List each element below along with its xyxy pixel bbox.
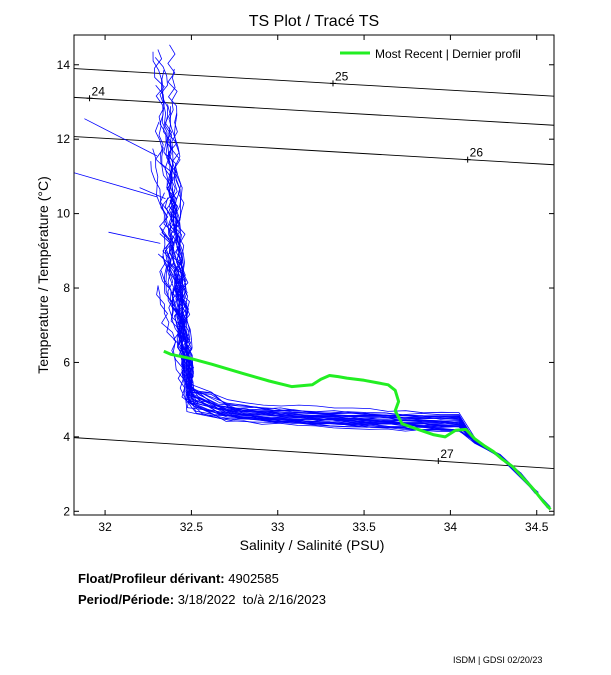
period-to: to/à	[242, 592, 265, 607]
historical-profile	[171, 287, 522, 475]
historical-profile	[160, 228, 537, 494]
period-label: Period/Période:	[78, 592, 175, 607]
plot-frame	[73, 34, 555, 516]
x-tick-label: 32.5	[180, 520, 204, 534]
y-tick-label: 4	[63, 430, 70, 444]
historical-profile	[164, 249, 536, 493]
historical-profile	[168, 106, 538, 494]
x-tick-label: 32	[98, 520, 112, 534]
density-label-marker	[435, 458, 442, 465]
density-label: 27	[440, 447, 454, 461]
float-id: 4902585	[228, 571, 279, 586]
chart-title: TS Plot / Tracé TS	[249, 13, 379, 30]
historical-profile	[161, 232, 536, 493]
density-label: 25	[335, 69, 349, 83]
most-recent-profile	[163, 349, 552, 511]
density-contours	[74, 68, 554, 470]
historical-profile	[159, 233, 548, 509]
float-info: Float/Profileur dérivant: 4902585	[78, 571, 279, 586]
y-tick-label: 2	[63, 504, 70, 518]
historical-profile	[152, 51, 536, 494]
density-label-marker	[464, 156, 471, 163]
historical-profile	[84, 118, 158, 157]
footer-credit: ISDM | GDSI 02/20/23	[453, 655, 543, 665]
density-contour-25	[74, 68, 554, 97]
y-tick-label: 14	[57, 58, 71, 72]
historical-profile	[159, 262, 521, 474]
historical-profile	[160, 270, 519, 474]
historical-profile	[159, 192, 537, 493]
x-tick-label: 33.5	[352, 520, 376, 534]
y-tick-label: 6	[63, 355, 70, 369]
y-tick-label: 10	[57, 207, 71, 221]
density-label-marker	[86, 95, 93, 102]
historical-profile	[172, 278, 550, 508]
historical-profile	[152, 148, 539, 493]
legend-entry-recent: Most Recent | Dernier profil	[375, 47, 521, 61]
historical-profile	[157, 285, 549, 509]
x-tick-label: 34.5	[525, 520, 549, 534]
x-tick-label: 33	[271, 520, 285, 534]
float-label: Float/Profileur dérivant:	[78, 571, 225, 586]
historical-profile	[74, 172, 158, 198]
x-axis-label: Salinity / Salinité (PSU)	[240, 537, 385, 553]
legend: Most Recent | Dernier profil	[340, 47, 521, 61]
period-end: 2/16/2023	[268, 592, 326, 607]
historical-profiles	[74, 44, 551, 509]
density-label-marker	[329, 80, 336, 87]
most-recent-profile-line	[163, 349, 552, 511]
y-tick-label: 8	[63, 281, 70, 295]
historical-profile	[154, 57, 499, 456]
historical-profile	[161, 147, 548, 508]
y-axis-label: Temperature / Température (°C)	[35, 176, 51, 374]
historical-profile	[154, 49, 536, 492]
y-tick-label: 12	[57, 132, 71, 146]
historical-profile	[108, 231, 161, 244]
plot-area	[74, 44, 554, 511]
historical-profile	[156, 285, 521, 474]
density-contour-labels: 24 25 26 27	[86, 69, 484, 465]
historical-profile	[167, 44, 537, 494]
x-axis-ticks: 32 32.5 33 33.5 34 34.5	[98, 35, 549, 534]
historical-profile	[164, 104, 539, 494]
x-tick-label: 34	[444, 520, 458, 534]
period-start: 3/18/2022	[177, 592, 236, 607]
historical-profile	[139, 187, 166, 200]
historical-profile	[161, 69, 538, 493]
historical-profile	[161, 255, 537, 493]
density-label: 26	[470, 146, 484, 160]
period-info: Period/Période: 3/18/2022 to/à 2/16/2023	[78, 592, 326, 607]
density-label: 24	[92, 84, 106, 98]
